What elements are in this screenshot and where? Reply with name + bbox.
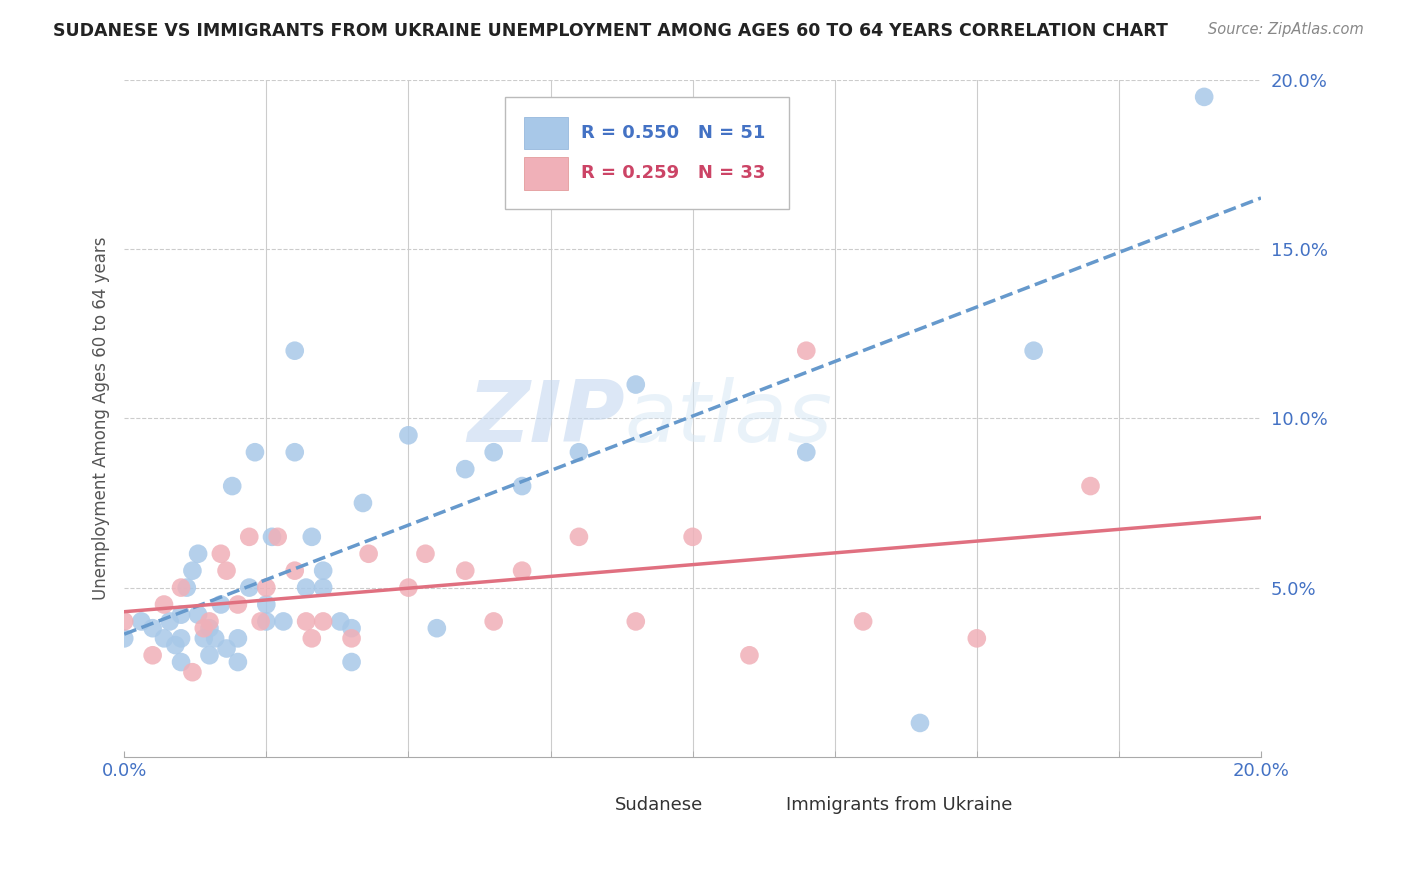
Point (352, 496, 374, 510)
Point (209, 547, 232, 561)
Bar (524, 117, 568, 149)
Point (226, 655, 249, 669)
Point (738, 174, 761, 188)
Point (426, 621, 449, 635)
Point (243, 445, 266, 459)
Point (312, 615, 335, 629)
Point (170, 655, 193, 669)
Point (1022, 343, 1045, 358)
Point (340, 632, 363, 646)
Point (181, 665, 204, 680)
Point (254, 615, 277, 629)
Point (284, 564, 307, 578)
Point (187, 547, 209, 561)
Point (226, 632, 249, 646)
Point (738, 648, 761, 663)
Point (238, 581, 260, 595)
Point (454, 564, 477, 578)
Point (966, 632, 988, 646)
Point (193, 632, 215, 646)
Point (624, 377, 647, 392)
Point (301, 632, 323, 646)
Point (329, 615, 352, 629)
Point (682, 530, 704, 544)
Bar (574, 790, 607, 821)
Point (312, 564, 335, 578)
Point (624, 615, 647, 629)
Text: atlas: atlas (624, 377, 832, 460)
Point (295, 581, 318, 595)
Bar (524, 157, 568, 190)
Point (1192, 90, 1215, 104)
Point (129, 615, 152, 629)
Point (204, 632, 226, 646)
Point (209, 598, 232, 612)
Point (153, 632, 176, 646)
Point (165, 638, 187, 652)
Point (273, 615, 295, 629)
Point (267, 530, 290, 544)
Point (284, 445, 307, 459)
Bar (744, 790, 778, 821)
Point (226, 598, 249, 612)
Point (254, 581, 277, 595)
Point (142, 648, 165, 663)
Text: R = 0.259   N = 33: R = 0.259 N = 33 (581, 164, 766, 182)
Point (170, 607, 193, 622)
Point (176, 581, 198, 595)
Point (221, 479, 243, 493)
Text: ZIP: ZIP (467, 377, 624, 460)
Point (301, 530, 323, 544)
Point (249, 615, 271, 629)
Point (295, 615, 318, 629)
Point (187, 607, 209, 622)
Point (159, 615, 181, 629)
Point (260, 530, 283, 544)
Point (568, 445, 591, 459)
Point (170, 632, 193, 646)
Point (568, 530, 591, 544)
Point (357, 547, 380, 561)
Point (908, 715, 931, 730)
Point (198, 621, 221, 635)
Text: Source: ZipAtlas.com: Source: ZipAtlas.com (1208, 22, 1364, 37)
Point (112, 615, 135, 629)
Point (254, 598, 277, 612)
Point (510, 564, 533, 578)
Point (482, 615, 505, 629)
Point (170, 581, 193, 595)
Point (682, 174, 704, 188)
Point (510, 479, 533, 493)
Point (340, 621, 363, 635)
Text: Sudanese: Sudanese (616, 796, 703, 814)
Point (284, 343, 307, 358)
Text: SUDANESE VS IMMIGRANTS FROM UKRAINE UNEMPLOYMENT AMONG AGES 60 TO 64 YEARS CORRE: SUDANESE VS IMMIGRANTS FROM UKRAINE UNEM… (53, 22, 1168, 40)
Point (181, 564, 204, 578)
Point (153, 598, 176, 612)
Point (396, 581, 419, 595)
Point (215, 641, 238, 656)
Point (142, 621, 165, 635)
Point (112, 632, 135, 646)
Point (482, 445, 505, 459)
Point (340, 655, 363, 669)
Point (415, 547, 437, 561)
Point (198, 648, 221, 663)
Point (794, 343, 817, 358)
Point (454, 462, 477, 476)
Point (852, 615, 875, 629)
Text: R = 0.550   N = 51: R = 0.550 N = 51 (581, 124, 766, 142)
FancyBboxPatch shape (505, 97, 789, 209)
Point (396, 428, 419, 442)
Point (794, 445, 817, 459)
Point (238, 530, 260, 544)
Point (198, 615, 221, 629)
Point (1080, 479, 1102, 493)
Y-axis label: Unemployment Among Ages 60 to 64 years: Unemployment Among Ages 60 to 64 years (93, 236, 110, 600)
Point (312, 581, 335, 595)
Point (215, 564, 238, 578)
Text: Immigrants from Ukraine: Immigrants from Ukraine (786, 796, 1012, 814)
Point (193, 621, 215, 635)
